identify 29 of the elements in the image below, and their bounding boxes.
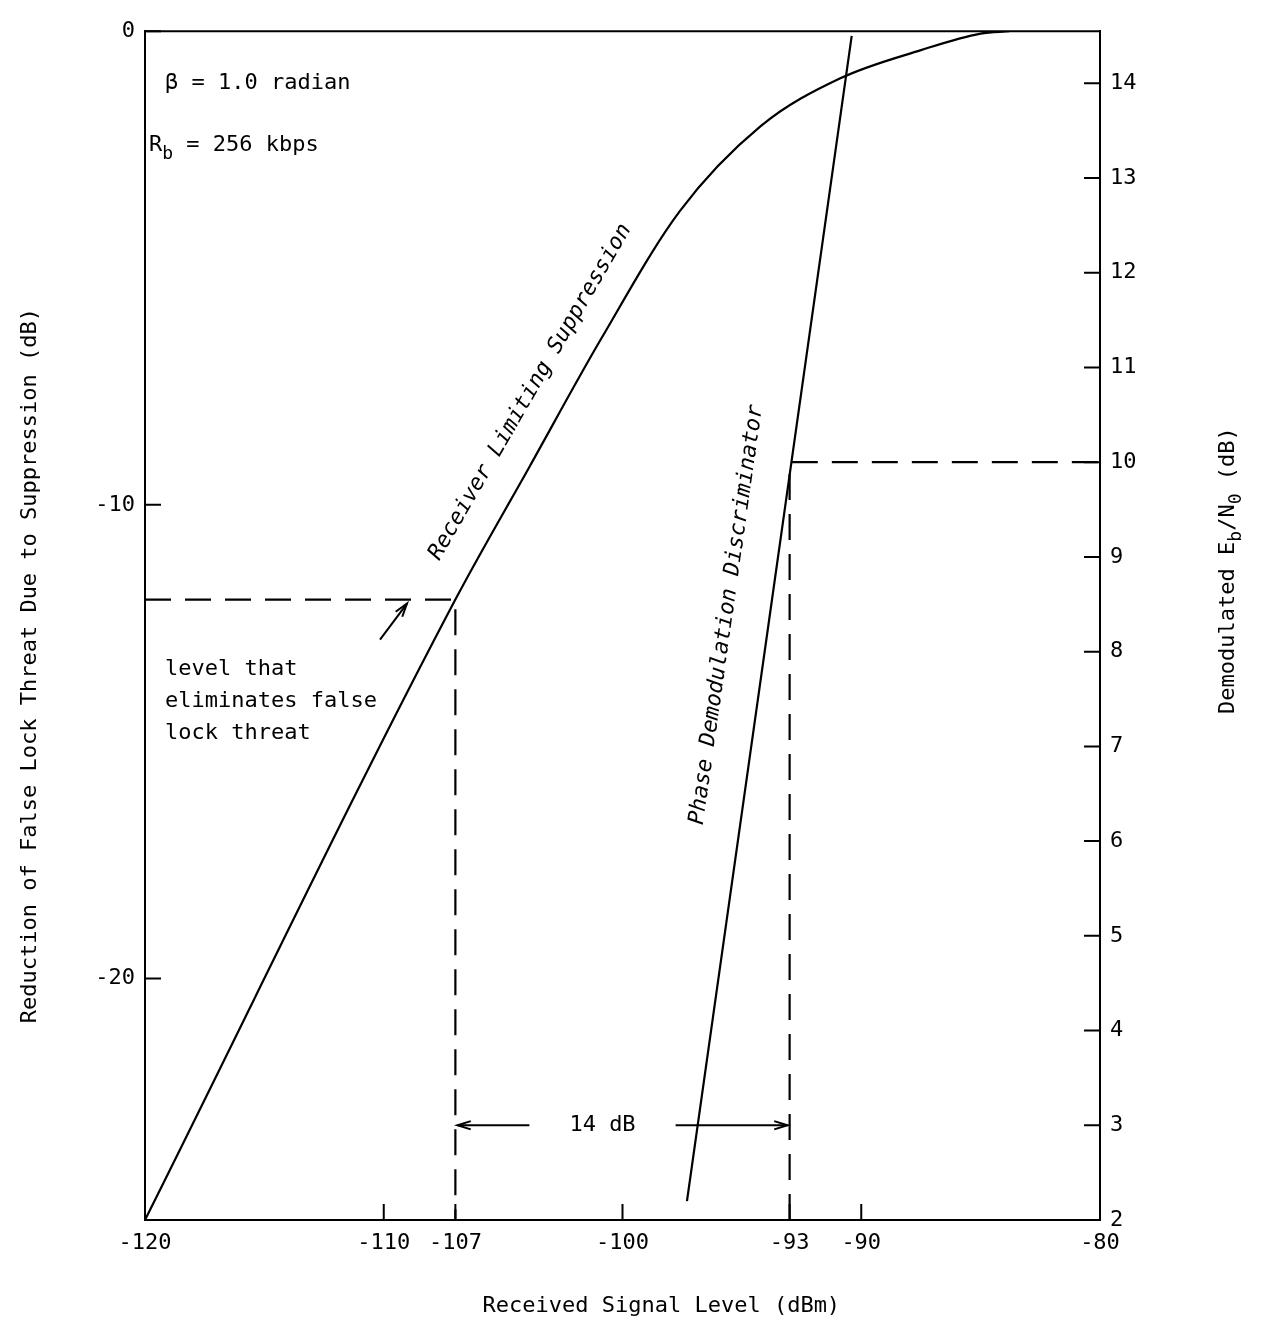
- y2-tick-label: 9: [1110, 542, 1124, 568]
- x-tick-label: -93: [769, 1228, 810, 1254]
- y-tick-label: -10: [95, 490, 135, 516]
- y2-tick-label: 5: [1110, 921, 1124, 947]
- y2-tick-label: 10: [1110, 447, 1137, 473]
- y-tick-label: 0: [121, 16, 135, 42]
- y2-tick-label: 14: [1110, 69, 1137, 95]
- y-axis-title: Reduction of False Lock Threat Due to Suppression (dB): [15, 307, 41, 1024]
- y-tick-label: -20: [95, 964, 135, 990]
- y2-tick-label: 6: [1110, 826, 1124, 852]
- y2-tick-label: 2: [1110, 1205, 1124, 1231]
- x-tick-label: -120: [118, 1228, 172, 1254]
- y2-tick-label: 3: [1110, 1110, 1124, 1136]
- x-tick-label: -110: [357, 1228, 411, 1254]
- y2-axis-title: Demodulated Eb/N0 (dB): [1213, 427, 1246, 714]
- y2-tick-label: 13: [1110, 163, 1137, 189]
- x-tick-label: -107: [428, 1228, 482, 1254]
- annotation: 14 dB: [569, 1110, 636, 1136]
- x-tick-label: -80: [1080, 1228, 1120, 1254]
- annotation: level that eliminates false lock threat: [165, 655, 377, 745]
- y2-tick-label: 7: [1110, 732, 1124, 758]
- x-axis-title: Received Signal Level (dBm): [482, 1291, 841, 1317]
- y2-tick-label: 11: [1110, 353, 1137, 379]
- y2-tick-label: 4: [1110, 1016, 1124, 1042]
- x-tick-label: -100: [596, 1228, 649, 1254]
- x-tick-label: -90: [841, 1228, 882, 1254]
- y2-tick-label: 8: [1110, 637, 1124, 663]
- y2-tick-label: 12: [1110, 258, 1137, 284]
- annotation: β = 1.0 radian: [165, 68, 351, 94]
